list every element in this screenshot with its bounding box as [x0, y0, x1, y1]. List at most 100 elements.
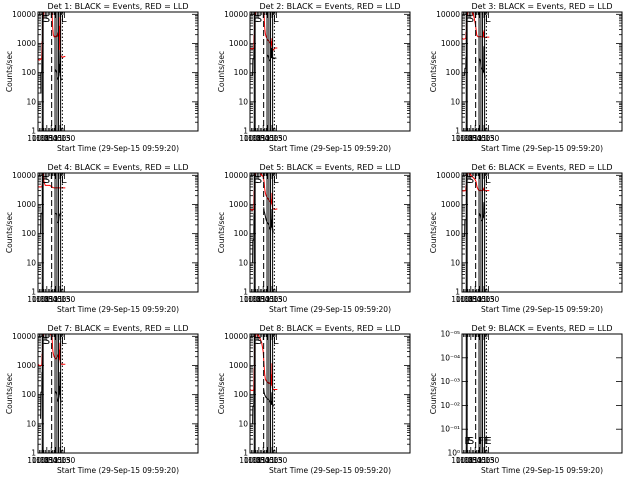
- y-tick-label: 1: [455, 288, 460, 297]
- y-axis-label: Counts/sec: [5, 51, 14, 92]
- x-tick-label: 10:30: [36, 134, 58, 143]
- event-annotation-label: S: [468, 436, 474, 447]
- x-tick-label: 10:15: [456, 456, 478, 465]
- x-axis-label: Start Time (29-Sep-15 09:59:20): [57, 144, 179, 153]
- x-tick-label: 11:00: [45, 134, 67, 143]
- plot-frame: [461, 11, 623, 132]
- x-tick-label: 10:00: [451, 134, 473, 143]
- event-annotation-label: L: [61, 175, 67, 186]
- plot-area: [465, 334, 487, 453]
- x-tick-label: 10:00: [451, 295, 473, 304]
- x-axis-label: Start Time (29-Sep-15 09:59:20): [57, 466, 179, 475]
- y-tick-label: 10000: [12, 332, 36, 341]
- y-axis-label: Counts/sec: [429, 212, 438, 253]
- event-annotation-label: L: [273, 336, 279, 347]
- x-axis-label: Start Time (29-Sep-15 09:59:20): [57, 305, 179, 314]
- plot-area: [250, 173, 278, 292]
- y-tick-label: 1: [243, 288, 248, 297]
- panel-title: Det 1: BLACK = Events, RED = LLD: [48, 2, 189, 11]
- y-tick-label: 10: [450, 258, 460, 267]
- y-tick-label: 10⁻⁰⁵: [440, 330, 460, 339]
- event-annotation-label: E: [253, 336, 259, 347]
- y-tick-label: 10: [238, 419, 248, 428]
- y-tick-label: 1: [31, 288, 36, 297]
- event-annotation-label: S: [256, 175, 262, 186]
- x-tick-label: 10:15: [244, 456, 266, 465]
- y-tick-label: 10: [26, 419, 36, 428]
- x-tick-label: 10:45: [252, 456, 274, 465]
- plot-frame: [37, 11, 199, 132]
- y-tick-label: 10⁻⁰¹: [440, 425, 460, 434]
- x-axis-label: Start Time (29-Sep-15 09:59:20): [269, 305, 391, 314]
- event-annotation-label: F: [478, 436, 484, 447]
- event-annotation-label: S: [44, 336, 50, 347]
- x-tick-label: 11:30: [54, 295, 76, 304]
- x-tick-label: 11:00: [45, 456, 67, 465]
- plot-frame: [249, 333, 411, 454]
- x-tick-label: 10:45: [252, 295, 274, 304]
- plot-frame: [461, 172, 623, 293]
- x-tick-label: 10:30: [36, 295, 58, 304]
- y-tick-label: 10: [450, 97, 460, 106]
- event-annotation-label: E: [464, 436, 470, 447]
- y-tick-label: 1000: [17, 200, 36, 209]
- x-tick-label: 10:15: [32, 134, 54, 143]
- event-annotation-label: E: [253, 14, 259, 25]
- x-tick-label: 10:15: [244, 295, 266, 304]
- y-tick-label: 10: [238, 258, 248, 267]
- x-tick-label: 10:00: [239, 134, 261, 143]
- panel-title: Det 6: BLACK = Events, RED = LLD: [472, 163, 613, 172]
- x-tick-label: 11:00: [257, 295, 279, 304]
- event-annotation-label: E: [485, 436, 491, 447]
- event-annotation-label: L: [485, 14, 491, 25]
- x-tick-label: 10:45: [40, 134, 62, 143]
- plot-area: [462, 12, 490, 131]
- event-annotation-label: L: [273, 14, 279, 25]
- panel-title: Det 7: BLACK = Events, RED = LLD: [48, 324, 189, 333]
- y-tick-label: 10000: [224, 332, 248, 341]
- y-axis-label: Counts/sec: [429, 373, 438, 414]
- y-tick-label: 100: [22, 68, 37, 77]
- y-axis-label: Counts/sec: [217, 373, 226, 414]
- plot-area: [38, 12, 66, 131]
- x-tick-label: 11:30: [54, 134, 76, 143]
- y-axis-label: Counts/sec: [217, 212, 226, 253]
- x-tick-label: 10:30: [36, 456, 58, 465]
- y-tick-label: 1: [31, 449, 36, 458]
- y-tick-label: 10000: [12, 10, 36, 19]
- event-annotation-label: E: [41, 14, 47, 25]
- plot-area: [250, 12, 278, 131]
- x-tick-label: 10:30: [460, 295, 482, 304]
- x-tick-label: 11:30: [266, 456, 288, 465]
- panel-title: Det 3: BLACK = Events, RED = LLD: [472, 2, 613, 11]
- x-tick-label: 10:30: [248, 456, 270, 465]
- plot-frame: [37, 172, 199, 293]
- event-annotation-label: S: [44, 175, 50, 186]
- y-tick-label: 1000: [441, 200, 460, 209]
- x-tick-label: 11:15: [49, 134, 71, 143]
- event-annotation-label: E: [465, 175, 471, 186]
- plot-area: [38, 334, 66, 453]
- x-tick-label: 11:15: [473, 295, 495, 304]
- y-tick-label: 100: [234, 229, 249, 238]
- y-axis-label: Counts/sec: [217, 51, 226, 92]
- x-tick-label: 10:00: [239, 456, 261, 465]
- panel-title: Det 2: BLACK = Events, RED = LLD: [260, 2, 401, 11]
- y-tick-label: 100: [22, 390, 37, 399]
- x-tick-label: 11:15: [261, 295, 283, 304]
- plot-area: [462, 173, 490, 292]
- plot-area: [38, 173, 66, 292]
- panel-title: Det 8: BLACK = Events, RED = LLD: [260, 324, 401, 333]
- event-annotation-label: S: [44, 14, 50, 25]
- panel-title: Det 5: BLACK = Events, RED = LLD: [260, 163, 401, 172]
- x-tick-label: 10:30: [460, 134, 482, 143]
- x-tick-label: 10:45: [252, 134, 274, 143]
- x-tick-label: 10:30: [248, 134, 270, 143]
- event-annotation-label: E: [253, 175, 259, 186]
- y-tick-label: 10⁰: [447, 449, 460, 458]
